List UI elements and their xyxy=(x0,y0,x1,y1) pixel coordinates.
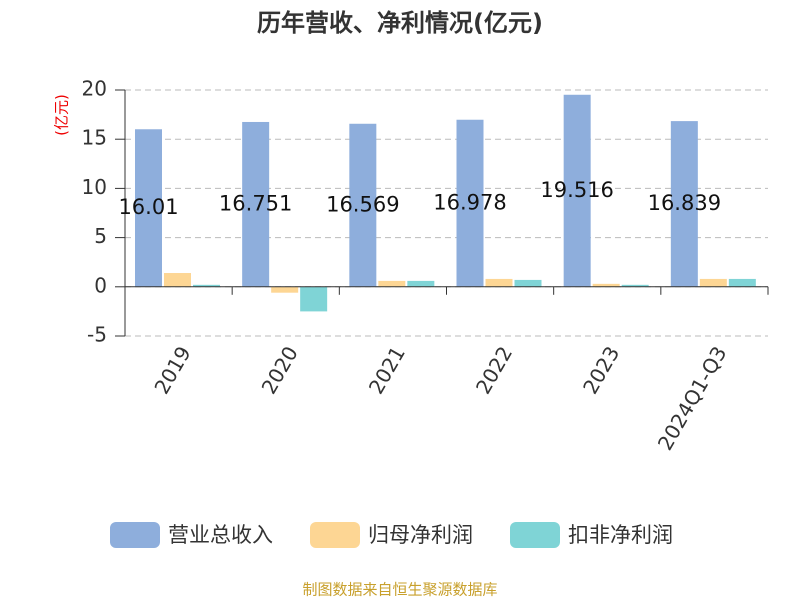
bar xyxy=(485,278,513,287)
chart-title: 历年营收、净利情况(亿元) xyxy=(257,9,543,37)
x-tick-label: 2021 xyxy=(364,342,410,398)
bar xyxy=(242,121,270,287)
y-tick-label: -5 xyxy=(87,323,107,347)
x-tick-label: 2024Q1-Q3 xyxy=(653,342,732,454)
x-tick-label: 2020 xyxy=(257,342,303,398)
x-tick-label: 2023 xyxy=(578,342,624,398)
bar xyxy=(349,123,377,287)
bar xyxy=(378,280,406,287)
legend-label: 扣非净利润 xyxy=(568,523,673,547)
y-axis-label: (亿元) xyxy=(53,94,71,136)
data-label: 16.839 xyxy=(648,191,721,215)
bar xyxy=(164,273,191,287)
bar xyxy=(670,121,698,287)
data-label: 16.569 xyxy=(326,192,399,216)
bar xyxy=(728,278,756,287)
bar xyxy=(621,284,649,287)
y-tick-label: 0 xyxy=(94,273,107,297)
y-tick-label: 5 xyxy=(94,224,107,248)
legend-swatch xyxy=(310,522,360,548)
x-tick-label: 2022 xyxy=(471,342,517,398)
bar xyxy=(193,284,220,287)
bar xyxy=(563,94,591,287)
data-label: 16.01 xyxy=(118,195,178,219)
legend-swatch xyxy=(510,522,560,548)
bar xyxy=(592,283,620,287)
data-label: 19.516 xyxy=(540,178,613,202)
bar xyxy=(271,286,299,293)
source-note: 制图数据来自恒生聚源数据库 xyxy=(302,581,497,599)
bar xyxy=(135,129,162,287)
bar xyxy=(407,280,435,287)
y-tick-label: 20 xyxy=(82,77,107,101)
data-label: 16.751 xyxy=(219,191,292,215)
legend-swatch xyxy=(110,522,160,548)
data-label: 16.978 xyxy=(433,190,506,214)
legend-label: 营业总收入 xyxy=(168,523,273,547)
y-tick-label: 15 xyxy=(82,126,107,150)
y-tick-label: 10 xyxy=(82,175,107,199)
bar xyxy=(456,119,484,287)
bar xyxy=(699,278,727,287)
bar xyxy=(514,279,542,287)
bar xyxy=(300,286,328,312)
legend-label: 归母净利润 xyxy=(368,523,473,547)
x-tick-label: 2019 xyxy=(149,342,195,398)
